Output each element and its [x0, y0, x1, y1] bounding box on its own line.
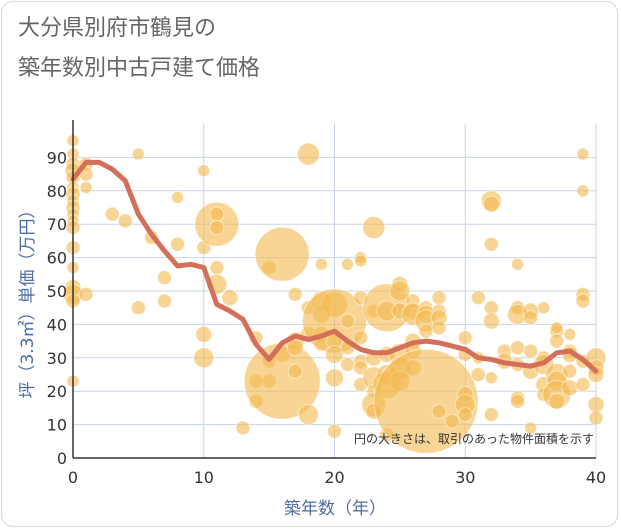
data-bubble: [131, 147, 145, 161]
data-bubble: [575, 293, 591, 309]
data-bubble: [576, 184, 590, 198]
data-bubble: [389, 280, 411, 302]
y-tick-label: 10: [47, 416, 67, 435]
data-bubble: [362, 216, 386, 240]
data-bubble: [157, 293, 173, 309]
chart-title-line1: 大分県別府市鶴見の: [18, 16, 217, 41]
y-tick-label: 50: [47, 282, 67, 301]
data-bubble: [195, 325, 213, 343]
data-bubble: [431, 290, 447, 306]
data-bubble: [325, 368, 344, 388]
data-bubble: [523, 310, 539, 326]
data-bubble: [286, 339, 304, 357]
data-bubble: [209, 260, 225, 276]
y-tick-label: 30: [47, 349, 67, 368]
average-line-series: [70, 159, 599, 374]
x-tick-label: 10: [194, 468, 214, 487]
y-tick-label: 70: [47, 215, 67, 234]
data-bubble: [104, 206, 120, 222]
x-tick-label: 40: [586, 468, 606, 487]
data-bubble: [197, 164, 211, 178]
data-bubble: [287, 286, 303, 302]
data-bubble: [209, 206, 225, 222]
data-bubble: [431, 320, 447, 336]
data-bubble: [117, 213, 133, 229]
average-price-line: [70, 159, 599, 374]
data-bubble: [287, 363, 303, 379]
data-bubble: [431, 403, 447, 419]
y-tick-label: 40: [47, 315, 67, 334]
data-bubble: [79, 180, 93, 194]
y-axis-label: 坪（3.3㎡）単価（万円）: [18, 201, 38, 398]
data-bubble: [576, 147, 590, 161]
data-bubble: [157, 270, 173, 286]
data-bubble: [523, 343, 539, 359]
data-bubble: [562, 363, 578, 379]
data-bubble: [470, 367, 486, 382]
data-bubble: [444, 413, 460, 429]
grid-lines: [73, 124, 597, 458]
data-bubble: [457, 330, 473, 346]
data-bubble: [588, 410, 604, 426]
data-bubble: [548, 392, 566, 410]
data-bubble: [297, 404, 319, 426]
y-tick-label: 80: [47, 182, 67, 201]
data-bubble: [511, 257, 525, 271]
data-bubble: [130, 300, 146, 316]
data-bubble: [484, 371, 498, 385]
data-bubble: [524, 421, 538, 435]
data-bubble: [549, 333, 565, 349]
data-bubble: [457, 407, 473, 423]
data-bubble: [550, 321, 564, 335]
data-bubble: [296, 142, 320, 166]
data-bubble: [221, 289, 239, 307]
x-axis-label: 築年数（年）: [284, 499, 386, 519]
data-bubble: [510, 340, 526, 356]
bubble-size-note: 円の大きさは、取引のあった物件面積を示す: [354, 431, 594, 446]
x-tick-label: 30: [455, 468, 475, 487]
x-tick-label: 20: [324, 468, 344, 487]
data-bubble: [314, 257, 328, 271]
data-bubble: [353, 330, 369, 346]
y-tick-label: 0: [57, 449, 67, 468]
y-tick-label: 60: [47, 249, 67, 268]
data-bubble: [575, 377, 591, 393]
data-bubble: [78, 286, 94, 302]
data-bubble: [354, 254, 368, 268]
data-bubble: [254, 226, 310, 282]
data-bubble: [483, 236, 499, 252]
chart-title-line2: 築年数別中古戸建て価格: [18, 56, 261, 81]
data-bubble: [193, 347, 215, 369]
data-bubble: [483, 407, 499, 423]
data-bubble: [209, 220, 225, 236]
data-bubble: [537, 301, 551, 315]
data-bubble: [563, 327, 577, 341]
data-bubble: [340, 356, 356, 372]
data-bubble: [340, 313, 356, 329]
data-bubble: [587, 396, 605, 414]
axes: 0 10 20 30 40 0 10 20 30 40 50 60 70 80 90: [47, 120, 606, 487]
data-bubble: [561, 379, 579, 397]
data-bubble: [510, 393, 526, 409]
data-bubble: [482, 195, 500, 213]
data-bubble: [170, 236, 186, 252]
data-bubble: [235, 420, 251, 436]
y-tick-label: 90: [47, 148, 67, 167]
x-tick-label: 0: [68, 468, 78, 487]
data-bubble: [418, 323, 434, 339]
data-bubble: [341, 257, 355, 271]
data-bubble: [325, 344, 344, 364]
data-bubble: [171, 190, 185, 204]
data-bubble: [353, 360, 369, 376]
data-bubble: [470, 290, 486, 306]
y-tick-label: 20: [47, 382, 67, 401]
data-bubble: [482, 312, 500, 330]
data-bubble: [327, 423, 342, 439]
